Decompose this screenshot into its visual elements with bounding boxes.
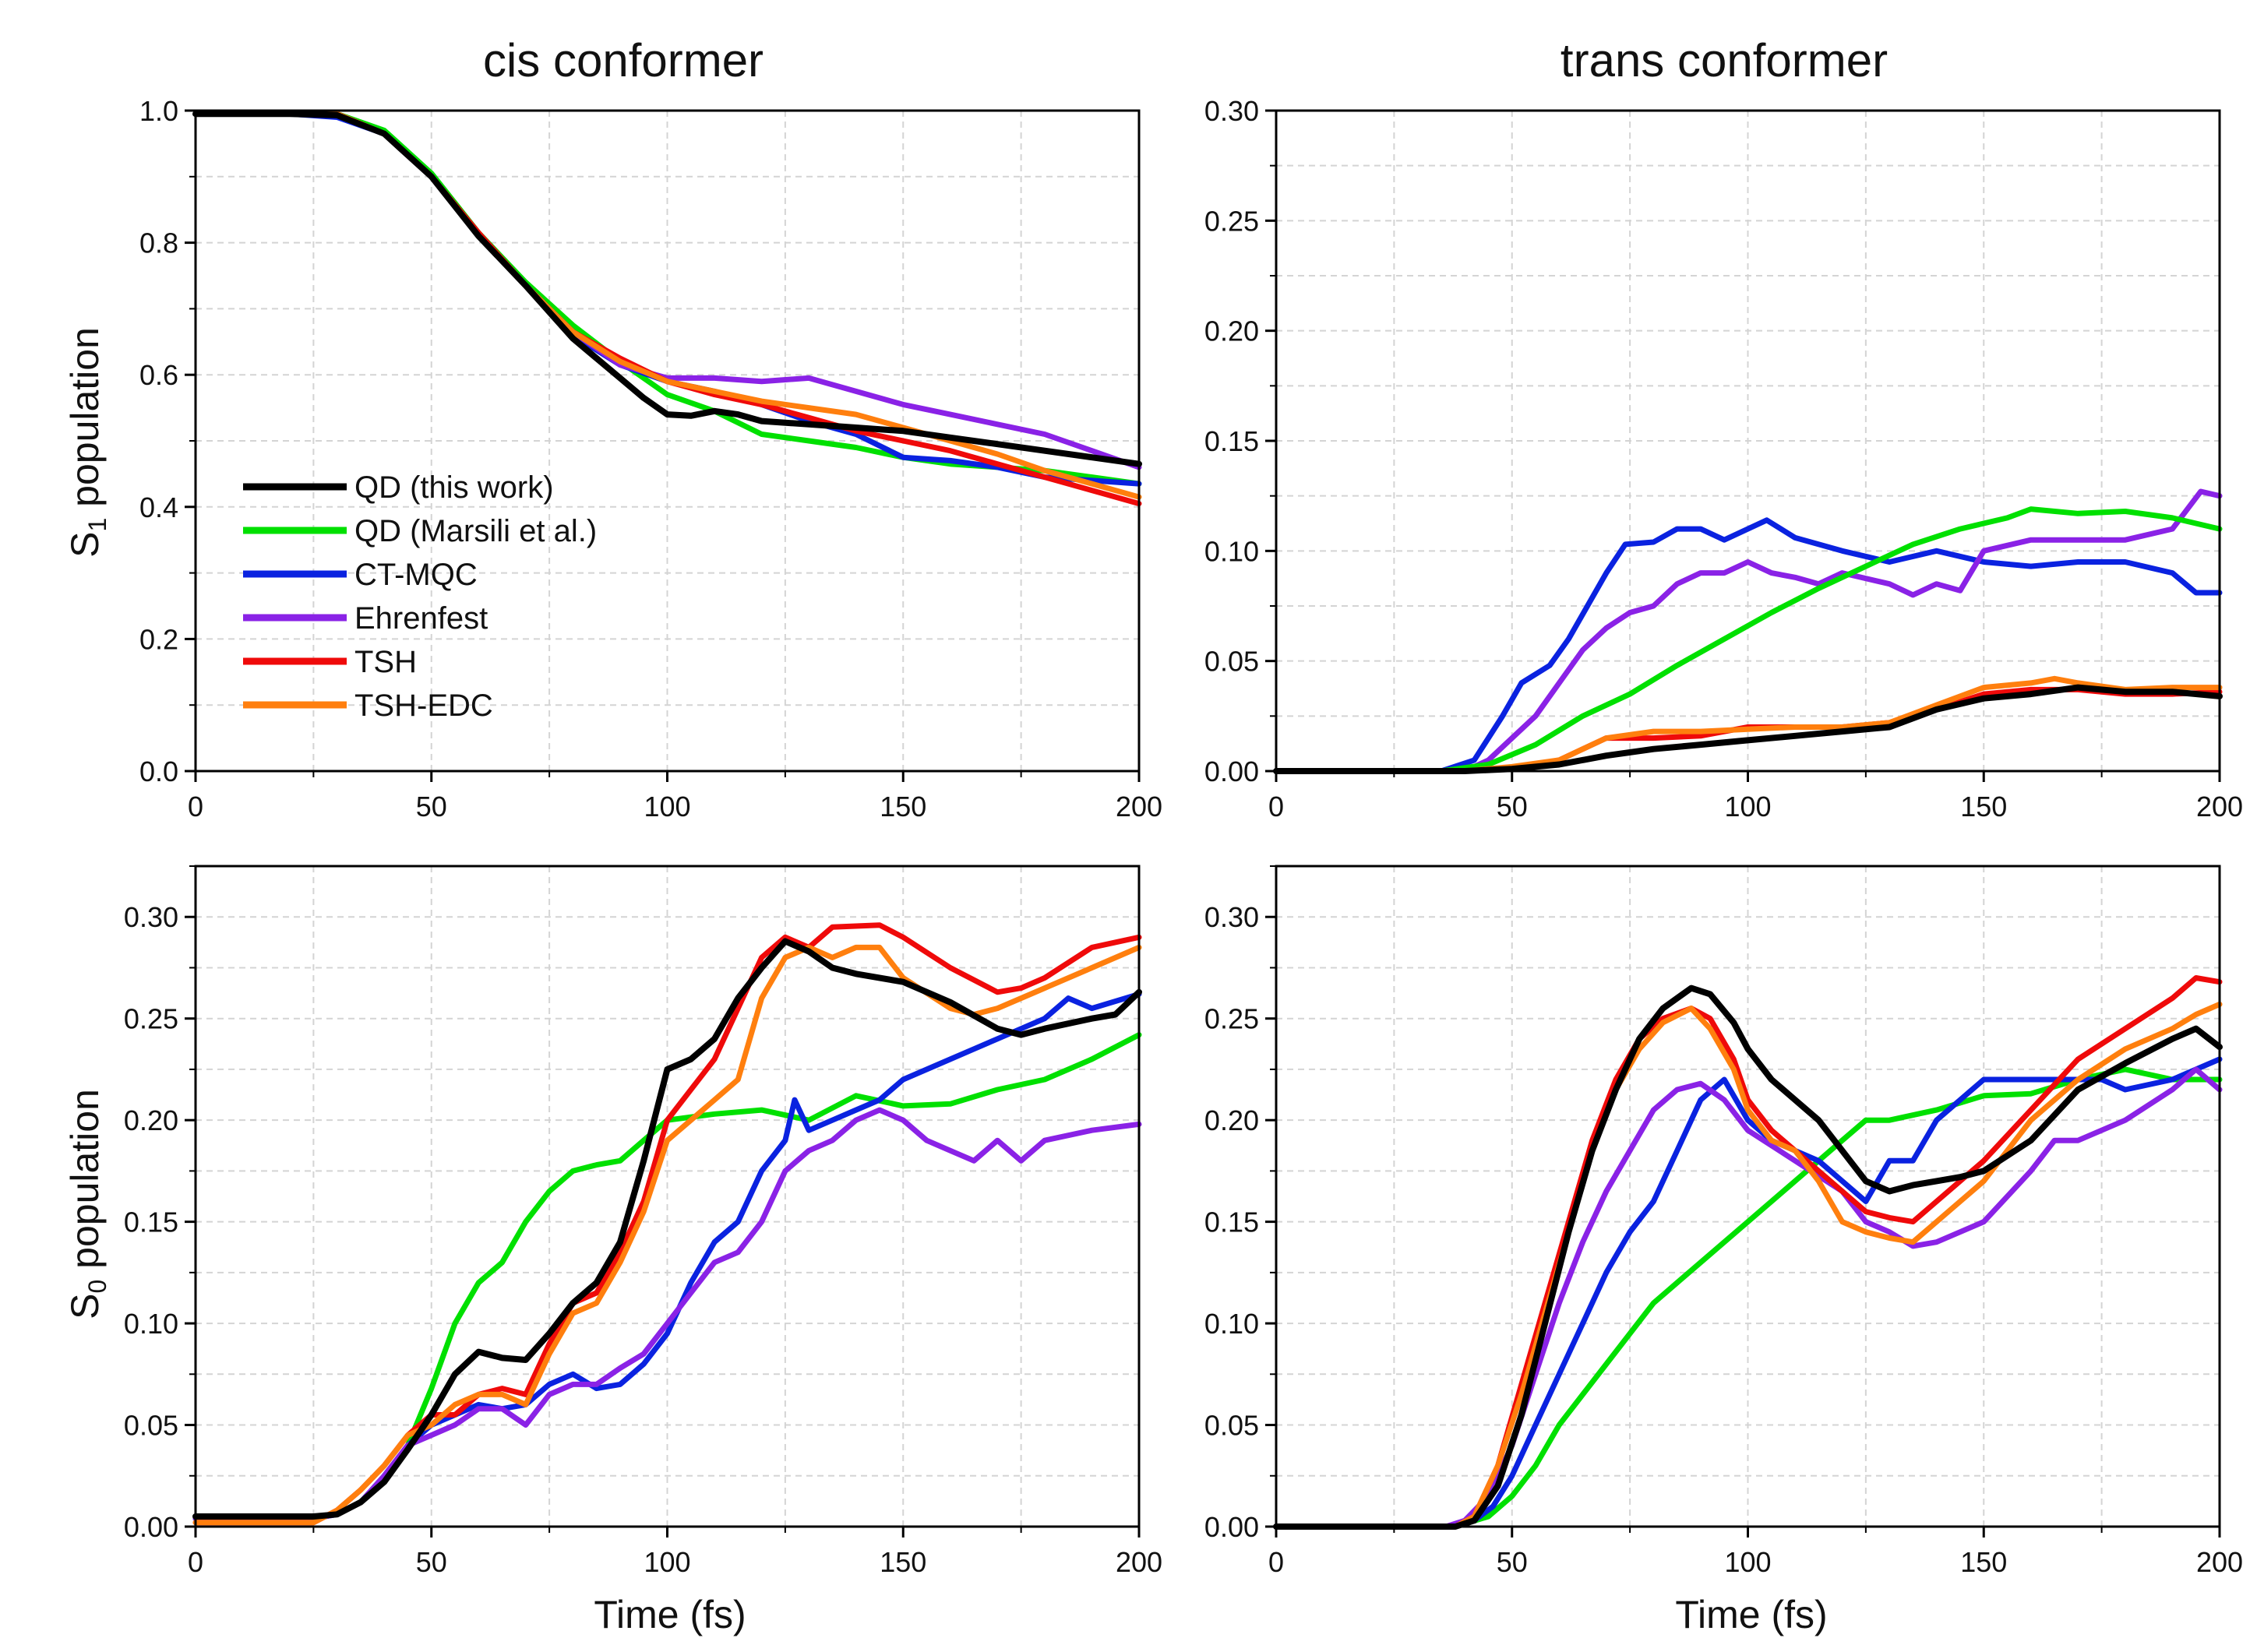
- y-tick-label: 0.00: [124, 1511, 178, 1543]
- y-tick-label: 0.15: [1204, 1206, 1259, 1238]
- y-tick-label: 0.25: [124, 1003, 178, 1035]
- ylabel-s0-symbol: S: [63, 1294, 107, 1319]
- legend-label-tsh: TSH: [354, 645, 417, 679]
- legend-label-ehrenfest: Ehrenfest: [354, 601, 488, 636]
- x-tick-label: 200: [1116, 1546, 1162, 1578]
- legend-label-qd_this_work: QD (this work): [354, 470, 554, 505]
- y-tick-label: 0.15: [1204, 425, 1259, 457]
- y-tick-label: 0.25: [1204, 1003, 1259, 1035]
- series-line-qd_this_work: [192, 938, 1142, 1520]
- y-tick-label: 0.10: [124, 1308, 178, 1340]
- ylabel-s0: S0 population: [63, 1089, 111, 1319]
- x-tick-label: 150: [880, 791, 926, 822]
- x-tick-label: 100: [644, 791, 690, 822]
- y-tick-label: 0.20: [124, 1104, 178, 1136]
- series-line-qd_this_work: [1273, 985, 2223, 1530]
- xlabel-left: Time (fs): [594, 1593, 746, 1636]
- ylabel-s1-subscript: 1: [83, 518, 111, 532]
- x-tick-label: 50: [1497, 1546, 1528, 1578]
- xlabel-right: Time (fs): [1675, 1593, 1827, 1636]
- series-line-tsh: [1273, 975, 2223, 1530]
- x-tick-label: 0: [188, 791, 203, 822]
- legend-label-ct_mqc: CT-MQC: [354, 558, 478, 592]
- y-tick-label: 0.05: [1204, 1410, 1259, 1442]
- series-line-qd_marsili: [1273, 506, 2223, 774]
- y-tick-label: 0.15: [124, 1206, 178, 1238]
- panel-trans_s1: 0 50 100 150 200 0.00 0.05 0.10 0.15 0.20 0.25 0.30: [1204, 95, 2243, 822]
- x-tick-label: 100: [1724, 791, 1771, 822]
- y-tick-label: 0.30: [1204, 95, 1259, 127]
- series-line-tsh: [192, 922, 1142, 1526]
- series-line-tsh_edc: [1273, 675, 2223, 774]
- y-tick-label: 0.4: [139, 491, 178, 523]
- x-tick-label: 50: [416, 791, 447, 822]
- x-tick-label: 0: [188, 1546, 203, 1578]
- panel-trans_s0: 0 50 100 150 200 0.00 0.05 0.10 0.15 0.20 0.25 0.30: [1204, 865, 2243, 1578]
- series-line-ct_mqc: [1273, 517, 2223, 774]
- y-tick-label: 0.6: [139, 359, 178, 391]
- ylabel-s1: S1 population: [63, 327, 111, 558]
- x-tick-label: 100: [1724, 1546, 1771, 1578]
- x-tick-label: 200: [2196, 791, 2243, 822]
- ylabel-s0-text: population: [63, 1089, 107, 1280]
- legend-label-qd_marsili: QD (Marsili et al.): [354, 514, 597, 548]
- x-tick-label: 150: [1960, 791, 2007, 822]
- y-tick-label: 0.05: [124, 1410, 178, 1442]
- legend-label-tsh_edc: TSH-EDC: [354, 689, 493, 723]
- title-cis: cis conformer: [483, 34, 764, 86]
- y-tick-label: 0.00: [1204, 1511, 1259, 1543]
- ylabel-s1-symbol: S: [63, 532, 107, 558]
- y-tick-label: 0.30: [1204, 901, 1259, 933]
- y-tick-label: 0.25: [1204, 205, 1259, 237]
- x-tick-label: 150: [880, 1546, 926, 1578]
- x-tick-label: 0: [1268, 791, 1284, 822]
- y-tick-label: 1.0: [139, 95, 178, 127]
- y-tick-label: 0.05: [1204, 646, 1259, 678]
- x-tick-label: 150: [1960, 1546, 2007, 1578]
- y-tick-label: 0.0: [139, 756, 178, 787]
- y-tick-label: 0.2: [139, 623, 178, 655]
- x-tick-label: 200: [2196, 1546, 2243, 1578]
- y-tick-label: 0.10: [1204, 535, 1259, 567]
- y-tick-label: 0.20: [1204, 315, 1259, 347]
- x-tick-label: 200: [1116, 791, 1162, 822]
- series-line-ehrenfest: [192, 1107, 1142, 1522]
- x-tick-label: 100: [644, 1546, 690, 1578]
- ylabel-s1-text: population: [63, 327, 107, 518]
- series-line-ehrenfest: [1273, 488, 2223, 774]
- ylabel-s0-subscript: 0: [83, 1280, 111, 1294]
- x-tick-label: 50: [1497, 791, 1528, 822]
- x-tick-label: 50: [416, 1546, 447, 1578]
- title-trans: trans conformer: [1561, 34, 1888, 86]
- y-tick-label: 0.8: [139, 227, 178, 259]
- panel-cis_s1: 0 50 100 150 200 0.0 0.2 0.4 0.6 0.8 1.0: [139, 95, 1162, 822]
- y-tick-label: 0.30: [124, 901, 178, 933]
- series-line-qd_marsili: [1273, 1066, 2223, 1530]
- series-line-qd_this_work: [1273, 684, 2223, 774]
- y-tick-label: 0.10: [1204, 1308, 1259, 1340]
- y-tick-label: 0.00: [1204, 756, 1259, 787]
- x-tick-label: 0: [1268, 1546, 1284, 1578]
- panel-cis_s0: 0 50 100 150 200 0.00 0.05 0.10 0.15 0.20 0.25 0.30: [124, 865, 1162, 1578]
- y-tick-label: 0.20: [1204, 1104, 1259, 1136]
- series-line-qd_this_work: [192, 111, 1142, 467]
- legend: QD (this work) QD (Marsili et al.) CT-MQC E…: [243, 470, 597, 723]
